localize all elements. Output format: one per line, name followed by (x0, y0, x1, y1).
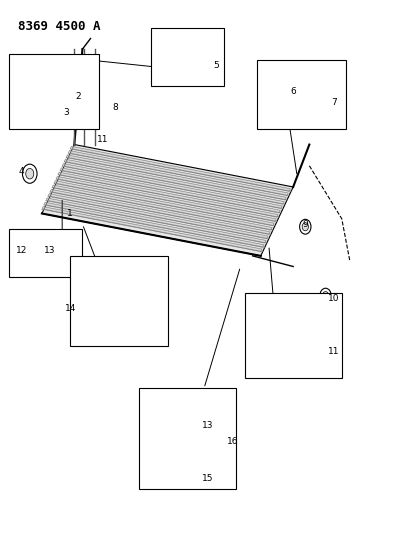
Text: 2: 2 (75, 92, 81, 101)
Polygon shape (52, 185, 272, 230)
Text: 8369 4500 A: 8369 4500 A (18, 20, 100, 33)
Text: 13: 13 (44, 246, 56, 255)
Circle shape (175, 429, 192, 450)
Bar (139, 389, 236, 489)
Bar (9, 54, 99, 128)
Circle shape (277, 323, 290, 339)
Circle shape (292, 334, 299, 344)
Polygon shape (62, 164, 282, 208)
Text: 9: 9 (302, 220, 308, 229)
Text: 5: 5 (213, 61, 219, 69)
Bar (244, 293, 342, 378)
Circle shape (112, 286, 124, 302)
Text: 4: 4 (19, 166, 24, 175)
Polygon shape (54, 181, 274, 226)
Circle shape (55, 257, 61, 265)
Text: 11: 11 (97, 135, 109, 144)
Text: 3: 3 (63, 108, 69, 117)
Polygon shape (66, 155, 286, 200)
Circle shape (322, 292, 329, 300)
Bar (9, 229, 82, 277)
Circle shape (26, 168, 34, 179)
Text: 1: 1 (67, 209, 73, 218)
Polygon shape (64, 159, 284, 204)
Text: 15: 15 (202, 474, 214, 483)
Text: 11: 11 (328, 347, 339, 356)
Text: 16: 16 (226, 437, 238, 446)
Polygon shape (68, 151, 288, 196)
Bar (295, 334, 316, 344)
Polygon shape (44, 203, 264, 247)
Text: 13: 13 (202, 421, 214, 430)
Text: 8: 8 (112, 103, 118, 112)
Bar (204, 418, 220, 450)
Text: 12: 12 (16, 246, 27, 255)
Bar (75, 266, 137, 331)
Circle shape (299, 219, 311, 234)
Polygon shape (70, 147, 290, 191)
Polygon shape (56, 176, 276, 222)
Circle shape (22, 164, 37, 183)
Polygon shape (60, 168, 280, 213)
Polygon shape (48, 193, 268, 239)
Bar (70, 256, 168, 346)
Polygon shape (42, 144, 293, 256)
Polygon shape (50, 189, 270, 235)
Circle shape (320, 288, 331, 303)
Text: 6: 6 (290, 87, 296, 96)
Bar (151, 28, 224, 86)
Text: 7: 7 (331, 98, 337, 107)
Bar (257, 60, 346, 128)
Bar (273, 73, 305, 115)
Polygon shape (42, 207, 262, 252)
Text: 14: 14 (64, 304, 76, 313)
Polygon shape (46, 198, 266, 243)
Text: 10: 10 (328, 294, 339, 303)
Polygon shape (58, 172, 278, 217)
Bar (90, 320, 130, 336)
Circle shape (302, 223, 308, 231)
Circle shape (307, 86, 319, 102)
Bar (164, 418, 204, 461)
